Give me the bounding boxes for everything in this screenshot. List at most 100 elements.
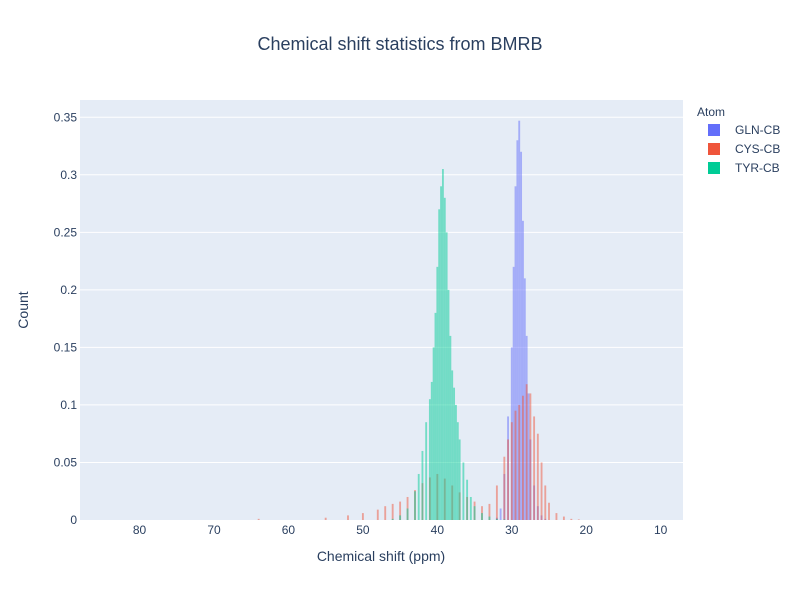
histogram-bar [518,404,521,520]
histogram-bar [514,186,517,520]
histogram-bar [514,410,517,520]
histogram-bar [507,439,509,520]
legend-swatch [708,162,720,174]
histogram-bar [447,289,450,520]
histogram-bar [510,422,513,520]
histogram-bar [462,462,465,520]
histogram-bar [438,209,441,520]
legend-label: TYR-CB [735,161,780,175]
legend[interactable]: Atom GLN-CB CYS-CB TYR-CB [697,105,780,175]
histogram-bar [495,485,498,520]
x-tick-label: 60 [282,523,296,537]
x-tick-label: 40 [431,523,445,537]
x-tick-label: 70 [207,523,221,537]
histogram-bar [432,347,435,520]
histogram-bar [495,518,498,520]
y-tick-label: 0.35 [54,110,78,124]
histogram-bar [522,220,524,521]
y-axis-title: Count [15,291,31,328]
histogram-bar [523,278,526,520]
histogram-bar [481,513,483,520]
plot-area [80,100,683,520]
histogram-bar [529,393,532,520]
histogram-bar [533,416,536,520]
histogram-bar [512,266,515,520]
histogram-bar [469,496,472,520]
legend-swatch [708,124,720,136]
histogram-bar [499,508,502,520]
legend-item-cys-cb[interactable]: CYS-CB [708,142,780,156]
histogram-bar [458,439,461,520]
histogram-bar [456,422,459,520]
legend-item-gln-cb[interactable]: GLN-CB [708,123,780,137]
histogram-bar [361,513,364,520]
y-tick-label: 0.05 [54,455,78,469]
x-axis-title: Chemical shift (ppm) [317,548,445,564]
histogram-bar [347,515,349,520]
x-tick-label: 20 [580,523,594,537]
histogram-bar [516,140,519,520]
histogram-bar [503,519,506,520]
histogram-bar [414,491,416,520]
histogram-bar [440,186,442,520]
histogram-bar [391,518,394,520]
x-tick-label: 30 [505,523,519,537]
histogram-bar [520,151,523,520]
histogram-bar [555,513,558,520]
x-tick-label: 10 [654,523,668,537]
histogram-bar [488,516,491,520]
histogram-bar [417,473,420,520]
histogram-bar [503,456,506,520]
y-tick-label: 0.15 [54,340,78,354]
histogram-bar [441,169,444,521]
histogram-bar [527,393,530,520]
histogram-bar [453,387,456,520]
series-tyr-cb [391,169,506,521]
legend-label: CYS-CB [735,142,780,156]
legend-label: GLN-CB [735,123,780,137]
histogram-bar [384,506,387,520]
histogram-bar [449,335,452,520]
histogram-bar [406,508,409,520]
y-tick-label: 0.2 [60,283,77,297]
histogram-bar [376,509,379,520]
legend-item-tyr-cb[interactable]: TYR-CB [708,161,780,175]
histogram-bar [518,120,521,520]
x-tick-label: 50 [356,523,370,537]
histogram-bar [391,503,394,520]
histogram-bar [445,232,448,520]
histogram-bar [421,450,424,520]
histogram-bar [473,506,476,520]
histogram-bar [443,197,446,520]
histogram-bar [466,479,469,520]
histogram-bar [451,370,454,520]
grid-lines [80,116,683,463]
histogram-bar [570,518,573,520]
y-tick-label: 0.3 [60,168,77,182]
y-tick-label: 0.1 [60,398,77,412]
y-tick-label: 0 [70,513,77,527]
histogram-bar [425,422,428,520]
histogram-bars [257,120,580,521]
histogram-bar [577,519,580,520]
y-axis-ticks: 0 0.05 0.1 0.15 0.2 0.25 0.3 0.35 [54,110,78,527]
histogram-bar [428,399,431,520]
histogram-bar [562,516,565,520]
histogram-bar [525,384,528,520]
histogram-bar [540,462,543,520]
legend-title: Atom [697,105,725,119]
histogram-bar [434,312,437,520]
histogram-bar [548,502,550,520]
histogram-bar [399,515,402,520]
histogram-bar [536,433,539,520]
histogram-bar [522,395,524,520]
histogram-bar [488,503,491,520]
histogram-bar [324,517,327,520]
histogram-bar [430,381,433,520]
chart-title: Chemical shift statistics from BMRB [257,34,542,54]
x-axis-ticks: 80 70 60 50 40 30 20 10 [133,523,668,537]
histogram-bar [399,501,402,520]
histogram-bar [455,404,457,520]
y-tick-label: 0.25 [54,225,78,239]
